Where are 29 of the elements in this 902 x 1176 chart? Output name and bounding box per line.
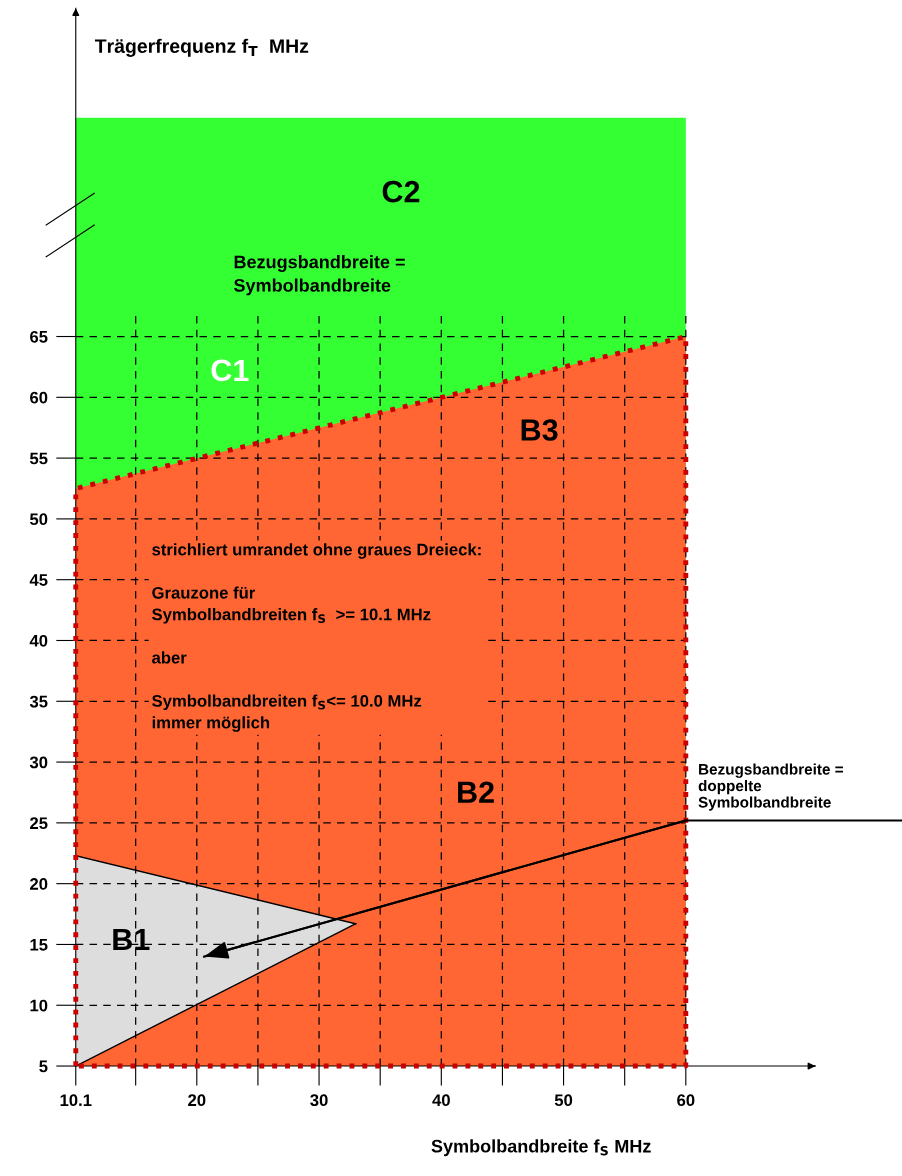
x-tick-label: 50 bbox=[554, 1094, 573, 1107]
annotation: Bezugsbandbreite = doppelte Symbolbandbreite bbox=[698, 763, 844, 811]
y-tick-label: 65 bbox=[30, 330, 48, 343]
y-tick-label: 25 bbox=[30, 817, 48, 830]
y-tick-label: 20 bbox=[30, 878, 48, 890]
x-axis-title: Symbolbandbreite f$_{S}$ MHz bbox=[431, 1139, 651, 1157]
y-tick-label: 55 bbox=[29, 452, 48, 465]
text: strichliert umrandet ohne graues Dreieck: Grauzone für Symbolbandbreiten f$_{S}$ >= 10.1 MHz aber Symbolbandbreiten f$_{S}$<= 10.0 MHz immer möglich bbox=[152, 543, 481, 732]
y-tick-label: 60 bbox=[30, 391, 48, 404]
annotation: B3 bbox=[521, 419, 558, 441]
y-axis-title: Trägerfrequenz f$_{T}$ MHz bbox=[94, 38, 309, 57]
x-tick-label: 20 bbox=[188, 1094, 206, 1107]
x-tick-label: 40 bbox=[432, 1094, 450, 1107]
annotation: B1 bbox=[113, 928, 150, 950]
y-tick-label: 5 bbox=[39, 1060, 48, 1073]
annotation: C1 bbox=[211, 359, 249, 382]
y-tick-label: 50 bbox=[29, 513, 48, 526]
y-tick-label: 30 bbox=[29, 756, 48, 769]
y-tick-label: 10 bbox=[30, 999, 48, 1012]
x-tick-label: 30 bbox=[310, 1094, 328, 1107]
annotation: Bezugsbandbreite = Symbolbandbreite bbox=[234, 255, 405, 296]
y-tick-label: 15 bbox=[30, 939, 48, 951]
y-tick-label: 35 bbox=[29, 695, 48, 708]
annotation: B2 bbox=[458, 781, 494, 803]
x-tick-label: 60 bbox=[677, 1094, 695, 1107]
annotation: C2 bbox=[382, 180, 420, 203]
y-tick-label: 40 bbox=[29, 634, 48, 647]
y-tick-label: 45 bbox=[29, 574, 48, 586]
x-tick-label: 10.1 bbox=[60, 1094, 92, 1107]
